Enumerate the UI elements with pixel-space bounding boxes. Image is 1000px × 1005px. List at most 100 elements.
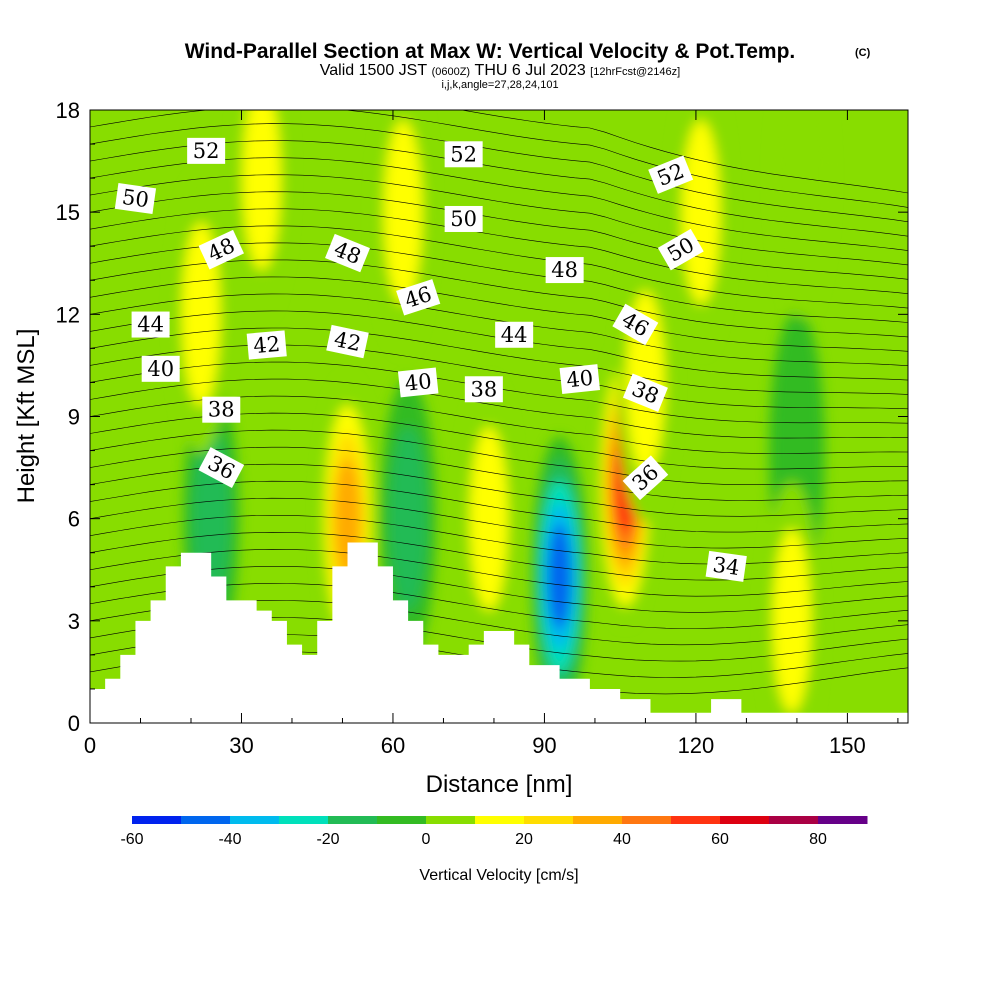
contour-label: 44 — [131, 311, 170, 338]
contour-label-text: 40 — [404, 369, 433, 396]
contour-label-text: 52 — [193, 139, 220, 163]
colorbar-tick-label: 40 — [613, 831, 631, 848]
theta-contour-line — [90, 378, 908, 439]
contour-label-text: 50 — [450, 207, 477, 231]
colorbar-swatch — [132, 816, 182, 824]
contour-label-bg — [246, 330, 287, 360]
contour-label: 48 — [545, 257, 584, 284]
y-tick-label: 18 — [56, 98, 80, 123]
vv-blob-11-1 — [681, 120, 721, 305]
colorbar-tick-label: -20 — [316, 831, 339, 848]
contour-label-bg — [326, 324, 369, 359]
contour-label: 50 — [444, 205, 483, 232]
contour-label-bg — [648, 155, 694, 194]
colorbar-swatch — [475, 816, 525, 824]
contour-label-bg — [396, 279, 441, 316]
colorbar-label: Vertical Velocity [cm/s] — [419, 867, 578, 884]
contour-label-text: 48 — [551, 258, 578, 282]
contour-label: 42 — [246, 330, 287, 360]
contour-label-text: 52 — [450, 142, 477, 166]
x-tick-label: 60 — [381, 733, 405, 758]
contour-label: 40 — [141, 355, 180, 382]
colorbar-swatch — [279, 816, 329, 824]
contour-label-bg — [444, 141, 483, 168]
contour-label: 52 — [444, 141, 483, 168]
vv-blob-10-1 — [383, 120, 423, 305]
contour-label-bg — [612, 303, 659, 346]
contour-label-text: 40 — [147, 357, 174, 381]
contour-label-bg — [325, 233, 371, 273]
theta-contour-line — [90, 327, 908, 395]
vv-blob-8-1 — [242, 110, 281, 271]
contour-label-bg — [705, 550, 747, 582]
subtitle-utc: (0600Z) — [432, 66, 471, 78]
theta-contour-line — [90, 344, 908, 410]
y-tick-label: 0 — [68, 711, 80, 736]
contour-label-bg — [187, 137, 226, 164]
contour-label-text: 34 — [711, 553, 741, 580]
theta-contour-line — [90, 140, 908, 237]
contour-label-bg — [202, 396, 241, 423]
x-tick-label: 30 — [229, 733, 253, 758]
contour-label-bg — [397, 367, 439, 398]
contour-label: 50 — [114, 183, 157, 215]
theta-contour-line — [90, 276, 908, 352]
y-axis-label: Height [Kft MSL] — [13, 329, 40, 504]
contour-label-bg — [657, 228, 704, 271]
x-tick-label: 0 — [84, 733, 96, 758]
contour-label-bg — [131, 311, 170, 338]
terrain — [90, 542, 908, 723]
theta-contour-line — [90, 497, 908, 549]
theta-contour-line — [90, 429, 908, 485]
colorbar-swatch — [573, 816, 623, 824]
vv-blob-2-1 — [469, 426, 509, 611]
contour-label-bg — [198, 229, 244, 270]
x-tick-label: 120 — [678, 733, 715, 758]
vv-blob-12-0 — [773, 110, 830, 319]
theta-contour-line — [90, 157, 908, 251]
vertical-velocity-shading — [173, 110, 830, 723]
y-tick-label: 9 — [68, 405, 80, 430]
contour-label: 40 — [397, 367, 439, 398]
colorbar-swatch — [720, 816, 770, 824]
contour-label-bg — [622, 455, 669, 501]
contour-label: 40 — [559, 364, 601, 394]
contour-label: 38 — [202, 396, 241, 423]
chart-subtitle: Valid 1500 JST (0600Z) THU 6 Jul 2023 [1… — [320, 62, 680, 79]
meta-line: i,j,k,angle=27,28,24,101 — [441, 79, 558, 91]
shading-blobs — [173, 110, 830, 723]
theta-contour-line — [90, 225, 908, 309]
theta-contours — [90, 110, 908, 695]
contour-label-bg — [559, 364, 601, 394]
y-tick-label: 3 — [68, 609, 80, 634]
x-tick-label: 150 — [829, 733, 866, 758]
colorbar-tick-label: -40 — [218, 831, 241, 848]
chart-title-suffix: (C) — [855, 47, 871, 59]
y-tick-label: 15 — [56, 200, 80, 225]
contour-label-text: 40 — [565, 366, 594, 393]
colorbar-tick-label: 0 — [422, 831, 431, 848]
theta-contour-line — [90, 548, 908, 597]
colorbar-swatch — [230, 816, 280, 824]
contour-label-text: 38 — [208, 398, 235, 422]
contour-label-text: 42 — [332, 327, 363, 356]
contour-label-text: 44 — [501, 323, 528, 347]
colorbar-swatch — [769, 816, 819, 824]
contour-label-text: 50 — [121, 185, 151, 212]
vv-blob-13-1 — [772, 528, 812, 713]
vv-blob-4-1 — [388, 426, 428, 611]
theta-contour-line — [90, 446, 908, 501]
y-axis: 0 3 6 9 12 15 18 — [56, 98, 908, 736]
y-tick-label: 6 — [68, 507, 80, 532]
theta-contour-line — [90, 208, 908, 294]
contour-label-bg — [622, 373, 668, 412]
contour-label: 42 — [326, 324, 369, 359]
colorbar-swatch — [671, 816, 721, 824]
colorbar-swatch — [377, 816, 427, 824]
contour-label: 38 — [464, 376, 503, 403]
contour-label: 34 — [705, 550, 747, 582]
colorbar-tick-label: 20 — [515, 831, 533, 848]
colorbar-swatch — [328, 816, 378, 824]
